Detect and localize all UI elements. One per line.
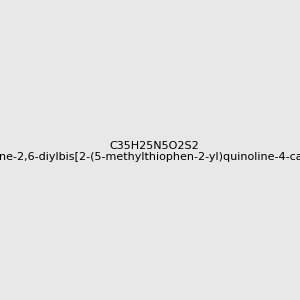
Text: C35H25N5O2S2
N,N'-pyridine-2,6-diylbis[2-(5-methylthiophen-2-yl)quinoline-4-carb: C35H25N5O2S2 N,N'-pyridine-2,6-diylbis[2…: [0, 141, 300, 162]
